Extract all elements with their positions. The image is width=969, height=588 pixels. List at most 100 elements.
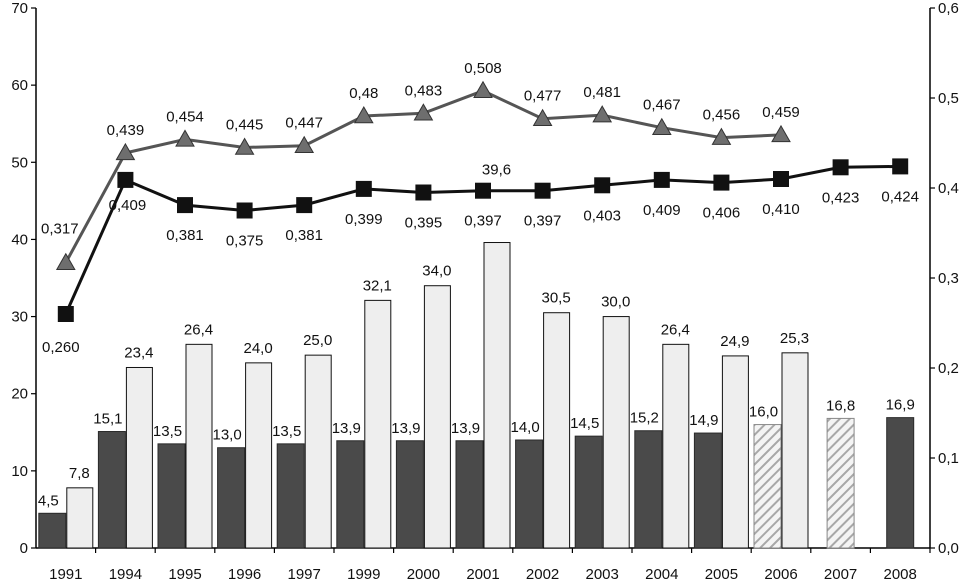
x-tick-label: 2001 — [466, 566, 499, 583]
y-left-tick-label: 30 — [11, 309, 28, 326]
bar-series2-label: 30,0 — [601, 294, 630, 311]
marker-triangle — [234, 137, 255, 155]
bar-series2-label: 7,8 — [69, 465, 90, 482]
bar-series2-label: 26,4 — [661, 321, 690, 338]
bar-series1-label: 15,1 — [93, 411, 122, 428]
line-triangle-label: 0,481 — [583, 84, 621, 101]
line-triangle-label: 0,459 — [762, 104, 800, 121]
bar-series2 — [483, 242, 511, 549]
bar-series2-label: 30,5 — [541, 290, 570, 307]
marker-triangle — [413, 103, 434, 121]
bar-series1-label: 13,9 — [451, 420, 480, 437]
marker-square — [296, 197, 313, 214]
marker-square — [415, 184, 432, 201]
bar-series1 — [157, 443, 186, 549]
x-tick-label: 1991 — [49, 566, 82, 583]
marker-square — [832, 159, 849, 176]
x-tick-label: 1999 — [347, 566, 380, 583]
line-square-label: 0,399 — [345, 211, 383, 228]
bar-series2-label: 24,0 — [243, 340, 272, 357]
line-square-label: 0,423 — [822, 189, 860, 206]
line-square-label: 0,406 — [703, 205, 741, 222]
y-right-tick-label: 0,1 — [938, 450, 959, 467]
marker-triangle — [294, 135, 315, 153]
bar-series2 — [364, 299, 392, 549]
bar-series2-label: 26,4 — [184, 321, 213, 338]
x-tick-label: 2000 — [407, 566, 440, 583]
bar-series2 — [543, 312, 571, 549]
bar-series1-label: 13,0 — [212, 427, 241, 444]
bar-series2 — [185, 343, 213, 549]
line-square-label: 0,381 — [166, 227, 204, 244]
bar-series2 — [245, 362, 273, 549]
y-left-tick-label: 40 — [11, 231, 28, 248]
bar-series1 — [634, 430, 663, 549]
bar-series1 — [276, 443, 305, 549]
marker-square — [57, 306, 74, 322]
line-square-label: 0,409 — [109, 197, 147, 214]
marker-triangle — [175, 129, 195, 147]
marker-triangle — [115, 142, 136, 161]
bar-series2 — [781, 352, 809, 549]
y-left-tick-label: 0 — [20, 540, 28, 557]
y-right-tick-label: 0,3 — [938, 270, 959, 287]
bar-series2-label: 25,3 — [780, 330, 809, 347]
x-tick-label: 1997 — [288, 566, 321, 583]
marker-square — [713, 174, 730, 191]
marker-triangle — [353, 105, 374, 124]
marker-square — [773, 171, 789, 187]
bar-series1 — [693, 432, 722, 549]
bar-series2 — [602, 316, 630, 549]
x-tick-label: 1995 — [168, 566, 201, 583]
marker-square — [475, 182, 491, 199]
bar-series1 — [38, 512, 67, 549]
line-square-label: 0,395 — [405, 215, 443, 232]
marker-triangle — [711, 127, 732, 145]
y-right-tick-label: 0,5 — [938, 90, 959, 107]
line-triangle-label: 0,454 — [166, 108, 204, 125]
bar-series1-label: 14,9 — [689, 412, 718, 429]
bar-series1 — [217, 447, 246, 549]
bar-series1-label: 14,5 — [570, 415, 599, 432]
line-triangle-label: 0,483 — [405, 82, 443, 99]
y-left-tick-label: 60 — [11, 77, 28, 94]
bar-series1-label: 13,9 — [332, 420, 361, 437]
bar-series1-label: 4,5 — [38, 492, 59, 509]
y-left-tick-label: 10 — [11, 463, 28, 480]
bar-series1 — [97, 431, 126, 549]
axes-group: 0 10 20 30 40 50 60 70 0,0 0,1 0,2 0,3 0,4 0,5 0,6 1991… — [11, 0, 959, 583]
line-triangle-label: 0,456 — [703, 107, 741, 124]
bar-series1-label: 13,9 — [391, 420, 420, 437]
bar-series2-label: 32,1 — [363, 277, 392, 294]
marker-triangle — [651, 117, 672, 135]
bar-series1 — [574, 435, 603, 549]
marker-square — [177, 197, 193, 214]
marker-triangle — [55, 252, 76, 270]
bar-series1-label: 16,0 — [749, 404, 778, 421]
bar-series1 — [886, 417, 915, 549]
marker-triangle — [592, 105, 613, 123]
x-tick-label: 2007 — [824, 566, 857, 583]
line-triangle-label: 0,477 — [524, 88, 562, 105]
bar-series1-label: 13,5 — [272, 423, 301, 440]
marker-triangle — [532, 108, 553, 126]
bar-series1-label: 14,0 — [510, 419, 539, 436]
bar-series2-label: 34,0 — [422, 263, 451, 280]
bar-series1 — [395, 440, 424, 549]
y-left-tick-label: 50 — [11, 154, 28, 171]
bar-series1-hatched — [753, 424, 782, 549]
bar-series1 — [515, 439, 544, 549]
bar-series1-label: 15,2 — [630, 410, 659, 427]
bar-series2 — [125, 366, 153, 549]
bar-series2 — [721, 355, 749, 549]
line-square-label: 0,424 — [881, 188, 919, 205]
line-square-label: 0,397 — [524, 213, 562, 230]
y-right-tick-label: 0,0 — [938, 540, 959, 557]
x-tick-label: 2004 — [645, 566, 678, 583]
bars-group — [38, 242, 915, 549]
marker-square — [534, 182, 551, 199]
bar-series1 — [455, 440, 484, 549]
line-square-label: 0,410 — [762, 201, 800, 218]
